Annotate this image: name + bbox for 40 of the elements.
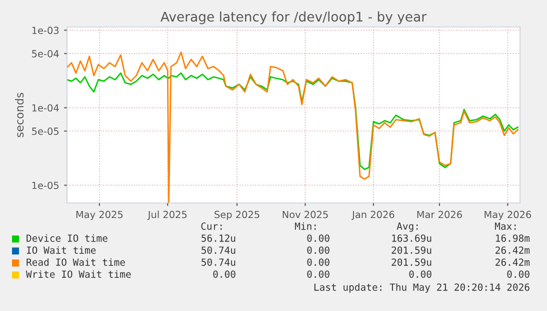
legend-label: IO Wait time <box>26 246 96 254</box>
text: 50.74u <box>202 258 236 266</box>
line-series <box>67 72 518 170</box>
text: 0.00 <box>213 270 236 278</box>
text: 201.59u <box>392 258 432 266</box>
x-tick-label: Jul 2025 <box>147 210 187 220</box>
text: 201.59u <box>392 246 432 254</box>
y-tick-label: 1e-03 <box>32 26 59 34</box>
text: 16.98m <box>496 234 530 242</box>
text: Avg: <box>396 222 418 232</box>
text: 26.42m <box>496 258 530 266</box>
y-tick-label: 5e-05 <box>32 128 59 135</box>
legend-label: Device IO time <box>26 234 108 242</box>
text: Max: <box>494 222 516 230</box>
text: 0.00 <box>307 270 330 278</box>
text: 0.00 <box>307 258 330 266</box>
y-tick-label: 1e-04 <box>32 104 59 112</box>
x-tick-label: May 2025 <box>76 210 123 220</box>
x-tick-label: Jan 2026 <box>352 210 394 220</box>
chart-title: Average latency for /dev/loop1 - by year <box>160 11 427 24</box>
x-tick-label: May 2026 <box>484 210 532 220</box>
text: 50.74u <box>202 246 236 254</box>
text: Min: <box>294 222 316 230</box>
text: 0.00 <box>307 246 330 254</box>
legend-label: Write IO Wait time <box>26 270 131 278</box>
text: Cur: <box>201 222 222 230</box>
text: 0.00 <box>409 270 432 278</box>
text: 0.00 <box>307 234 330 242</box>
y-tick-label: 5e-04 <box>32 50 59 58</box>
x-tick-label: Mar 2026 <box>417 210 462 218</box>
text: 56.12u <box>202 234 236 242</box>
text: 0.00 <box>507 270 530 278</box>
x-tick-label: Sep 2025 <box>214 210 260 220</box>
text: Last update: Thu May 21 20:20:14 2026 <box>314 283 530 293</box>
text: 163.69u <box>392 234 432 242</box>
y-axis-title: seconds <box>15 92 24 138</box>
legend-label: Read IO Wait time <box>26 258 125 266</box>
text: 26.42m <box>496 246 530 254</box>
x-tick-label: Nov 2025 <box>282 210 328 218</box>
y-tick-label: 1e-05 <box>32 182 59 190</box>
